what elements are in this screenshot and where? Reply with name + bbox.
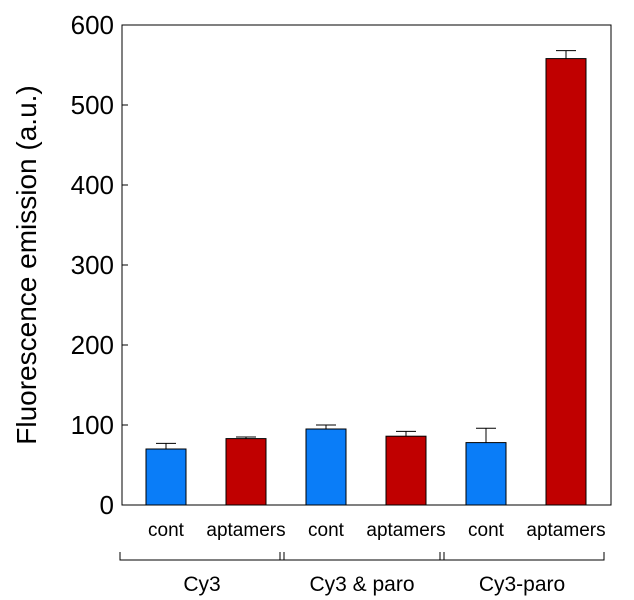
- category-label: cont: [308, 520, 345, 541]
- category-label: aptamers: [206, 520, 285, 541]
- bar-cont: [145, 448, 187, 506]
- category-label: cont: [148, 520, 185, 541]
- group-label: Cy3-paro: [479, 573, 565, 596]
- y-tick-label: 0: [100, 490, 114, 520]
- y-axis-label: Fluorescence emission (a.u.): [11, 85, 42, 444]
- labels-layer: 0 100 200 300 400 500 600 cont aptamers cont aptam…: [71, 10, 606, 596]
- bar-aptamers: [545, 58, 587, 506]
- y-tick-label: 100: [71, 410, 114, 440]
- plot-frame: [121, 24, 612, 506]
- group-label: Cy3 & paro: [309, 573, 414, 596]
- axes-layer: [119, 24, 612, 561]
- bar-cont: [305, 428, 347, 506]
- group-bracket: [279, 552, 445, 561]
- y-tick-label: 300: [71, 250, 114, 280]
- category-label: cont: [468, 520, 505, 541]
- group-label: Cy3: [183, 573, 220, 596]
- bars-layer: [145, 58, 587, 506]
- y-tick-label: 400: [71, 170, 114, 200]
- y-tick-label: 200: [71, 330, 114, 360]
- bar-aptamers: [385, 435, 427, 506]
- error-bars-layer: [156, 50, 576, 449]
- bar-cont: [465, 442, 507, 506]
- category-label: aptamers: [526, 520, 605, 541]
- category-label: aptamers: [366, 520, 445, 541]
- y-tick-label: 600: [71, 10, 114, 40]
- group-bracket: [439, 552, 605, 561]
- group-bracket: [119, 552, 285, 561]
- bar-aptamers: [225, 438, 267, 506]
- y-tick-label: 500: [71, 90, 114, 120]
